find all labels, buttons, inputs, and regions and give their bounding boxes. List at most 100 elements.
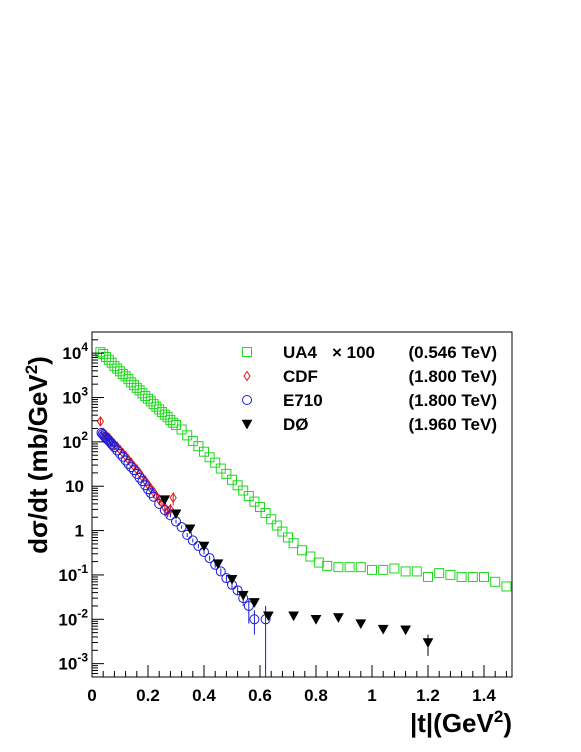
data-point [313, 557, 324, 568]
data-point [305, 551, 316, 562]
data-point [262, 611, 274, 622]
data-point [400, 625, 412, 636]
data-point [377, 624, 389, 635]
data-point [226, 574, 238, 585]
legend-entry: UA4 × 100 (0.546 TeV) [242, 343, 497, 362]
data-point [98, 348, 109, 359]
data-point [112, 445, 123, 456]
y-tick-label: 104 [62, 340, 88, 363]
legend-label: E710 [283, 391, 323, 410]
x-tick-label: 1.2 [416, 686, 440, 705]
data-point [106, 438, 117, 449]
legend-label: UA4 [283, 343, 318, 362]
data-point [232, 480, 243, 491]
data-point [367, 564, 377, 575]
y-tick-label: 1 [75, 522, 84, 541]
legend-entry: E710 (1.800 TeV) [242, 391, 497, 410]
x-tick-label: 0.8 [304, 686, 328, 705]
series-ua4 [95, 347, 512, 592]
data-point [182, 430, 193, 441]
data-point [199, 446, 209, 457]
data-point [243, 491, 254, 502]
data-point [182, 529, 193, 540]
data-point [288, 611, 300, 622]
legend-entry: CDF (1.800 TeV) [243, 367, 497, 386]
data-point [120, 455, 131, 466]
data-point [344, 562, 355, 573]
data-point [187, 535, 198, 546]
series-d [159, 495, 434, 656]
y-axis-label-main: dσ/dt (mb/GeV [23, 374, 53, 554]
data-point [123, 374, 134, 385]
data-point [322, 560, 333, 571]
x-tick-label: 1.4 [472, 686, 496, 705]
x-axis-label: |t|(GeV2) [410, 707, 512, 738]
data-point [260, 507, 271, 518]
data-point [162, 412, 173, 423]
data-point [283, 532, 293, 543]
data-point [297, 545, 307, 556]
data-point [423, 571, 433, 582]
x-axis-label-main: |t|(GeV [410, 708, 495, 738]
data-point [148, 491, 159, 502]
data-point [184, 524, 196, 535]
data-point [126, 462, 137, 473]
x-tick-label: 0.6 [248, 686, 272, 705]
data-point [204, 452, 215, 463]
data-point [187, 435, 198, 446]
data-point [106, 357, 117, 368]
data-point [131, 382, 142, 393]
series-e710 [96, 427, 271, 677]
plot-frame [91, 331, 513, 678]
data-point [101, 351, 111, 362]
y-tick-label: 103 [62, 385, 88, 408]
data-point [140, 391, 151, 402]
y-tick-label: 10 [65, 477, 84, 496]
y-tick-label: 102 [62, 429, 88, 452]
data-point [143, 484, 153, 495]
data-point [117, 451, 128, 462]
data-point [271, 520, 282, 531]
data-point [422, 638, 434, 648]
data-point [159, 495, 171, 506]
data-point [198, 541, 210, 552]
data-point [332, 613, 344, 623]
data-point [169, 492, 177, 504]
legend-energy: (0.546 TeV) [408, 343, 497, 362]
plot-area [95, 347, 512, 677]
data-point [255, 502, 265, 513]
data-point [400, 566, 411, 577]
data-point [168, 417, 179, 428]
data-point [159, 505, 170, 516]
data-point [157, 407, 167, 418]
data-point [170, 509, 182, 520]
y-axis-label-tail: ) [23, 356, 53, 365]
data-point [355, 562, 366, 573]
data-point [479, 571, 489, 582]
data-point [249, 614, 260, 625]
data-point [148, 399, 159, 410]
legend-energy: (1.800 TeV) [408, 367, 497, 386]
data-point [145, 396, 156, 407]
x-axis-label-sup: 2 [494, 707, 503, 726]
data-point [145, 488, 156, 499]
data-point [159, 409, 170, 420]
y-axis-label: dσ/dt (mb/GeV2) [22, 356, 53, 554]
x-tick-label: 0.4 [192, 686, 216, 705]
data-point [221, 468, 232, 479]
data-point [120, 371, 131, 382]
data-point [210, 457, 221, 468]
data-point [434, 568, 445, 579]
data-point [115, 366, 125, 377]
x-tick-label: 1 [367, 686, 376, 705]
legend-energy: (1.800 TeV) [408, 391, 497, 410]
data-point [266, 514, 277, 525]
data-point [109, 361, 120, 372]
data-point [134, 385, 145, 396]
data-point [467, 571, 478, 582]
y-axis-label-sup: 2 [22, 365, 41, 374]
legend-entry: DØ (1.960 TeV) [241, 415, 497, 434]
data-point [123, 458, 134, 469]
legend-label: CDF [283, 367, 318, 386]
